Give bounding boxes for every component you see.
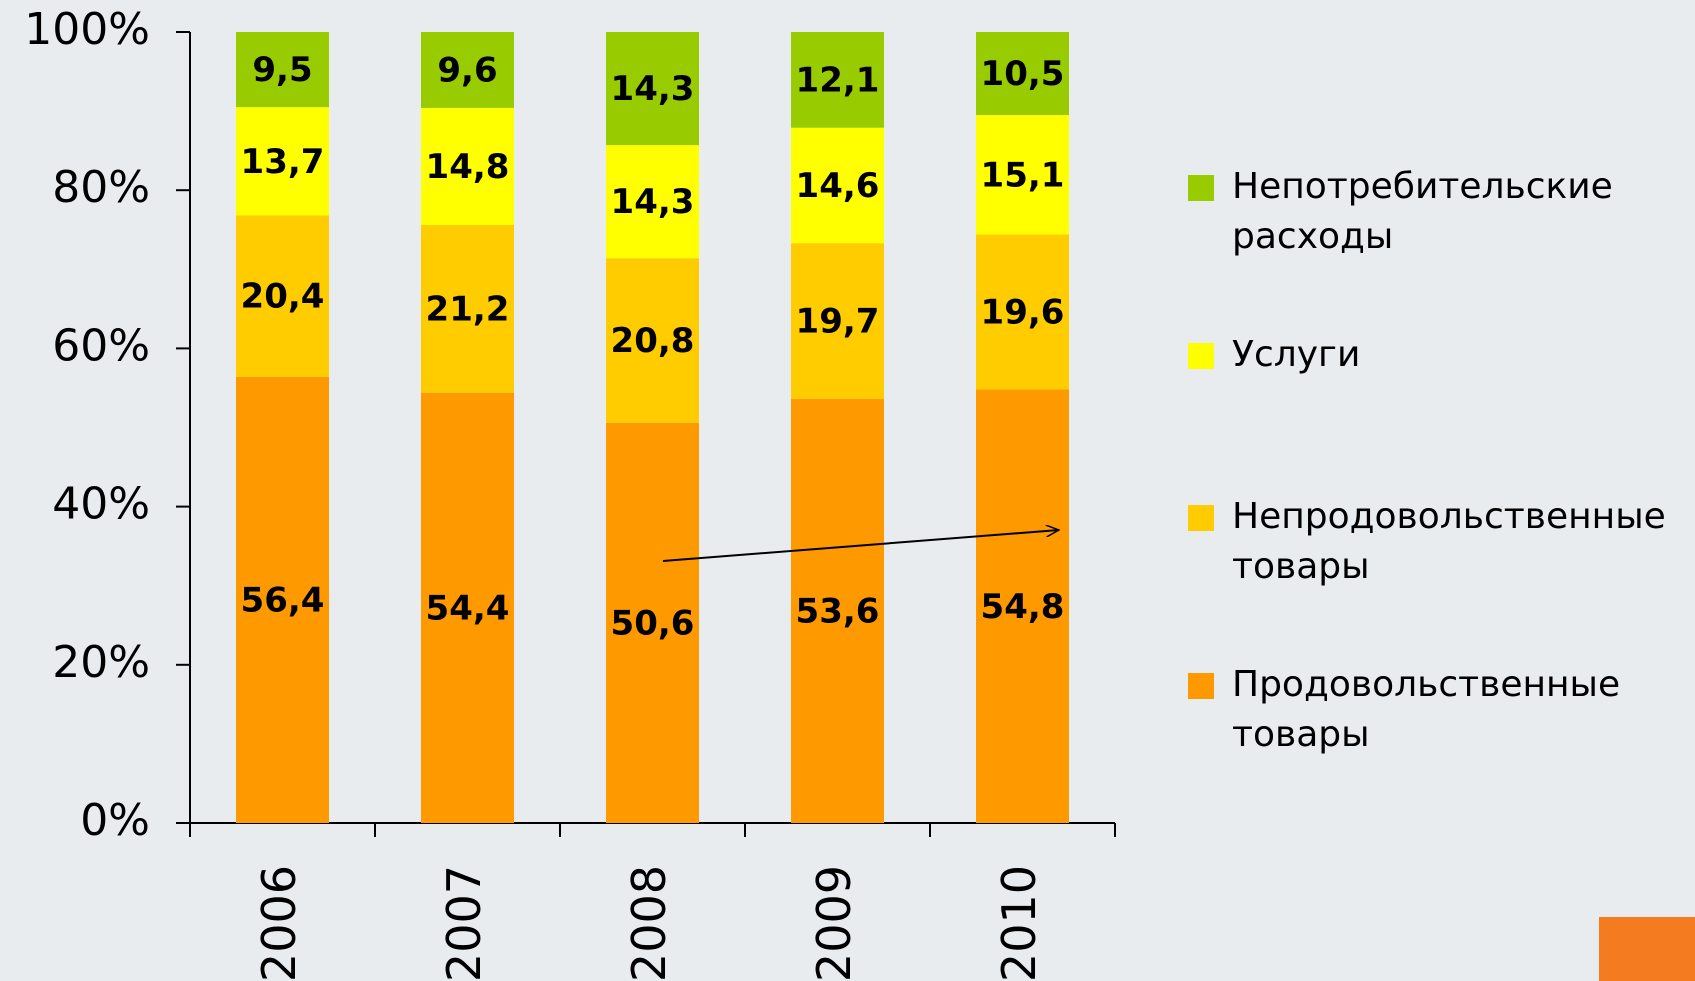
data-label: 56,4 — [241, 580, 325, 620]
data-label: 54,4 — [426, 588, 510, 628]
bar-segment — [976, 234, 1069, 390]
y-tick-label: 80% — [52, 162, 150, 213]
bar-segment — [421, 225, 514, 393]
x-tick-label: 2006 — [252, 865, 306, 981]
y-tick-label: 0% — [80, 795, 150, 846]
data-label: 50,6 — [611, 603, 695, 643]
data-label: 14,3 — [611, 69, 695, 109]
x-tick-label: 2010 — [992, 865, 1046, 981]
data-label: 19,7 — [796, 302, 880, 342]
data-label: 14,6 — [796, 166, 880, 206]
data-label: 54,8 — [981, 587, 1065, 627]
data-label: 14,3 — [611, 182, 695, 222]
legend-swatch — [1188, 505, 1214, 531]
x-tick-label: 2008 — [622, 865, 676, 981]
y-tick-label: 60% — [52, 320, 150, 371]
bar-segment — [791, 32, 884, 128]
bar-segment — [236, 215, 329, 377]
data-label: 19,6 — [981, 293, 1065, 333]
legend-label: Непотребительские расходы — [1232, 166, 1613, 257]
data-label: 15,1 — [981, 155, 1065, 195]
logo — [1599, 917, 1695, 981]
bar-segment — [791, 127, 884, 244]
data-label: 13,7 — [241, 142, 325, 182]
bar-segment — [976, 115, 1069, 235]
data-label: 21,2 — [426, 289, 510, 329]
data-label: 12,1 — [796, 60, 880, 100]
data-label: 9,6 — [437, 50, 497, 90]
bar-segment — [236, 107, 329, 216]
legend-label: Услуги — [1232, 334, 1361, 375]
legend-label: Продовольственные товары — [1232, 664, 1621, 755]
bar-segment — [606, 422, 699, 823]
bar-segment — [236, 376, 329, 823]
data-label: 9,5 — [252, 50, 312, 90]
bar-segment — [976, 389, 1069, 823]
bar-segment — [606, 258, 699, 423]
bar-segment — [791, 399, 884, 823]
data-label: 20,8 — [611, 321, 695, 361]
legend-swatch — [1188, 673, 1214, 699]
data-label: 14,8 — [426, 147, 510, 187]
plot: 0% 20% 40% 60% 80% 100% 56,4 20,4 13,7 9,5 2006 54,… — [24, 4, 1116, 981]
y-tick-label: 40% — [52, 479, 150, 530]
x-tick-label: 2007 — [437, 865, 491, 981]
bar-segment — [421, 392, 514, 823]
legend-swatch — [1188, 175, 1214, 201]
bar-segment — [421, 107, 514, 226]
y-tick-label: 100% — [24, 4, 150, 55]
legend-label: Непродовольственные товары — [1232, 496, 1666, 587]
trend-arrow — [662, 530, 1059, 562]
bar-segment — [606, 32, 699, 146]
y-tick-label: 20% — [52, 637, 150, 688]
bar-segment — [236, 32, 329, 108]
bar-segment — [791, 243, 884, 400]
data-label: 10,5 — [981, 54, 1065, 94]
data-label: 53,6 — [796, 592, 880, 632]
legend-swatch — [1188, 343, 1214, 369]
bar-segment — [421, 32, 514, 108]
x-tick-label: 2009 — [807, 865, 861, 981]
bar-segment — [976, 32, 1069, 116]
data-label: 20,4 — [241, 277, 325, 317]
bar-segment — [606, 145, 699, 259]
